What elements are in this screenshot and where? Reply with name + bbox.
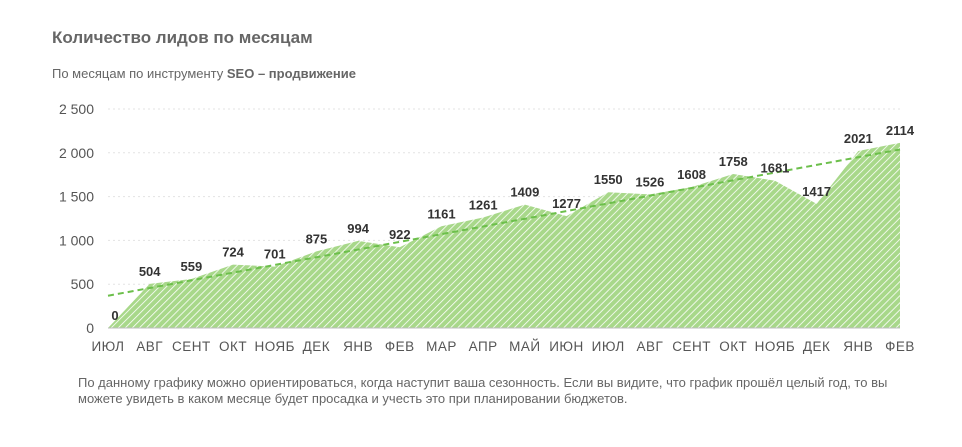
x-tick-label: АВГ bbox=[636, 339, 663, 354]
data-label: 922 bbox=[389, 227, 411, 242]
x-tick-label: ДЕК bbox=[303, 339, 331, 354]
x-tick-label: ЯНВ bbox=[343, 339, 373, 354]
trend-line bbox=[107, 148, 901, 297]
data-label: 1526 bbox=[635, 174, 664, 189]
data-labels: 0 504 559 724 701 875 994 922 1161 1261 1409 1277 15… bbox=[111, 123, 914, 323]
data-label: 701 bbox=[264, 247, 286, 262]
data-label: 1608 bbox=[677, 167, 706, 182]
data-label: 2114 bbox=[886, 123, 915, 138]
subtitle-tool: SEO – продвижение bbox=[226, 66, 356, 81]
y-axis: 0 500 1 000 1 500 2 000 2 500 bbox=[59, 101, 900, 336]
data-label: 1261 bbox=[469, 198, 498, 213]
y-tick-label: 2 000 bbox=[59, 145, 94, 161]
subtitle-prefix: По месяцам по инструменту bbox=[52, 66, 227, 81]
data-label: 875 bbox=[306, 231, 328, 246]
data-label: 1550 bbox=[594, 172, 623, 187]
data-label: 724 bbox=[222, 245, 244, 260]
x-tick-label: МАЙ bbox=[509, 339, 540, 354]
y-tick-label: 2 500 bbox=[59, 101, 94, 117]
x-tick-label: СЕНТ bbox=[672, 339, 711, 354]
data-label: 1417 bbox=[802, 184, 831, 199]
data-label: 994 bbox=[347, 221, 369, 236]
trend-layer bbox=[107, 148, 901, 297]
x-tick-label: ЯНВ bbox=[843, 339, 873, 354]
data-label: 2021 bbox=[844, 131, 873, 146]
x-tick-label: НОЯБ bbox=[254, 339, 295, 354]
x-tick-label: СЕНТ bbox=[172, 339, 211, 354]
data-label: 1681 bbox=[760, 161, 789, 176]
x-tick-label: ОКТ bbox=[219, 339, 247, 354]
x-tick-label: ФЕВ bbox=[385, 339, 415, 354]
data-label: 504 bbox=[139, 264, 161, 279]
y-tick-label: 1 000 bbox=[59, 232, 94, 248]
x-tick-label: ИЮН bbox=[549, 339, 584, 354]
x-tick-label: НОЯБ bbox=[755, 339, 796, 354]
x-tick-label: ОКТ bbox=[719, 339, 747, 354]
x-tick-label: ИЮЛ bbox=[91, 339, 124, 354]
y-tick-label: 0 bbox=[86, 320, 94, 336]
data-label: 559 bbox=[181, 259, 203, 274]
x-tick-label: МАР bbox=[426, 339, 457, 354]
y-tick-label: 1 500 bbox=[59, 189, 94, 205]
chart-subtitle: По месяцам по инструменту SEO – продвиже… bbox=[52, 66, 356, 81]
chart-title: Количество лидов по месяцам bbox=[52, 28, 313, 47]
x-tick-label: АВГ bbox=[136, 339, 163, 354]
data-label: 0 bbox=[111, 308, 118, 323]
x-tick-label: ДЕК bbox=[803, 339, 831, 354]
area-series bbox=[108, 142, 900, 328]
chart-note: По данному графику можно ориентироваться… bbox=[78, 375, 888, 406]
x-tick-label: АПР bbox=[469, 339, 498, 354]
data-label: 1161 bbox=[427, 206, 455, 221]
data-label: 1758 bbox=[719, 154, 748, 169]
data-label: 1277 bbox=[552, 196, 581, 211]
area-layer bbox=[108, 142, 900, 328]
x-tick-label: ФЕВ bbox=[885, 339, 915, 354]
data-label: 1409 bbox=[510, 185, 539, 200]
y-tick-label: 500 bbox=[71, 276, 95, 292]
x-axis: ИЮЛ АВГ СЕНТ ОКТ НОЯБ ДЕК ЯНВ ФЕВ МАР АПР МАЙ ИЮН ИЮ… bbox=[91, 339, 914, 354]
x-tick-label: ИЮЛ bbox=[592, 339, 625, 354]
